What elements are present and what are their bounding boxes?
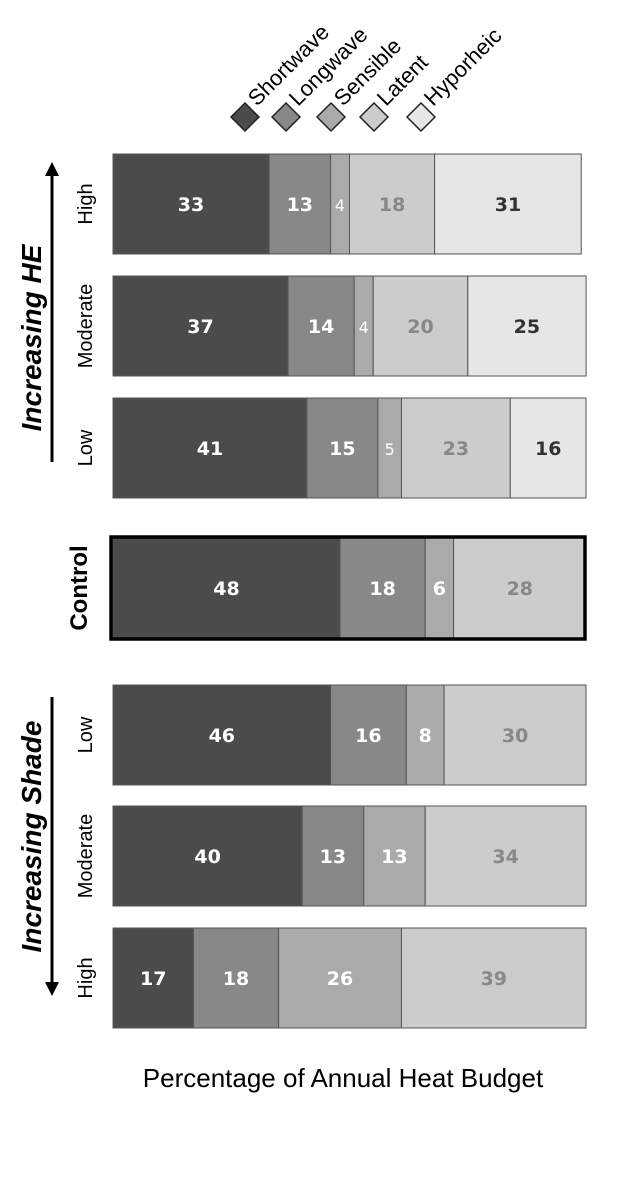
legend-swatch-shortwave: [229, 101, 261, 133]
data-label-sensible: 6: [433, 578, 446, 600]
bar-segment-longwave: [192, 927, 279, 1029]
data-label-latent: 34: [492, 846, 518, 868]
data-label-hyporheic: 25: [514, 316, 540, 338]
bar-segment-longwave: [287, 275, 355, 377]
data-label-shortwave: 48: [213, 578, 239, 600]
row-label-control: Control: [66, 545, 93, 630]
data-label-sensible: 4: [359, 318, 369, 337]
row-label-increasing-shade-high: High: [75, 957, 97, 998]
bar-row-control-control: 48 18 6 28: [109, 535, 587, 641]
row-label-increasing-he-high: High: [75, 183, 97, 224]
bar-row-increasing-shade-high: 17 18 26 39: [112, 927, 587, 1029]
group-label-increasing-shade: Increasing Shade: [16, 721, 47, 953]
bar-segment-latent: [372, 275, 469, 377]
group-label-increasing-he: Increasing HE: [16, 243, 47, 431]
bar-segment-shortwave: [112, 397, 308, 499]
bar-row-increasing-he-high: 33 13 4 18 31: [112, 153, 582, 255]
bar-segment-hyporheic: [434, 153, 582, 255]
data-label-latent: 23: [443, 438, 469, 460]
data-label-sensible: 4: [335, 196, 345, 215]
bar-segment-latent: [424, 805, 587, 907]
data-label-shortwave: 37: [187, 316, 213, 338]
data-label-shortwave: 33: [178, 194, 204, 216]
bar-segment-sensible: [363, 805, 426, 907]
bar-segment-shortwave: [112, 684, 332, 786]
bar-row-increasing-shade-low: 46 16 8 30: [112, 684, 587, 786]
bar-row-increasing-he-moderate: 37 14 4 20 25: [112, 275, 587, 377]
legend-swatch-latent: [358, 101, 390, 133]
bar-segment-longwave: [301, 805, 365, 907]
x-axis-label: Percentage of Annual Heat Budget: [143, 1063, 544, 1093]
row-labels: High Moderate Low Increasing HE Control Low Mo…: [16, 162, 97, 999]
bar-segment-latent: [401, 927, 587, 1029]
bar-segment-longwave: [339, 537, 426, 639]
group-arrow-increasing-he: [45, 162, 59, 462]
bar-segment-longwave: [330, 684, 407, 786]
bar-segment-latent: [401, 397, 511, 499]
data-label-shortwave: 40: [194, 846, 220, 868]
data-label-latent: 28: [507, 578, 533, 600]
bar-segment-latent: [453, 537, 587, 639]
data-label-longwave: 13: [320, 846, 346, 868]
row-label-increasing-shade-moderate: Moderate: [75, 814, 97, 899]
bar-segment-latent: [349, 153, 436, 255]
row-label-increasing-he-moderate: Moderate: [75, 284, 97, 369]
data-label-latent: 20: [407, 316, 433, 338]
data-label-shortwave: 46: [209, 725, 235, 747]
data-label-latent: 30: [502, 725, 528, 747]
bar-segment-sensible: [405, 684, 445, 786]
legend-swatch-hyporheic: [405, 101, 437, 133]
bars-area: 33 13 4 18 31 37 14 4 20 25 41 15 5 23 16 48 18 6 28 46 16 8 3…: [109, 153, 587, 1029]
bar-segment-shortwave: [112, 153, 270, 255]
data-label-hyporheic: 16: [535, 438, 561, 460]
data-label-shortwave: 41: [197, 438, 223, 460]
bar-segment-longwave: [268, 153, 332, 255]
data-label-hyporheic: 31: [495, 194, 521, 216]
bar-segment-shortwave: [112, 537, 341, 639]
data-label-longwave: 18: [369, 578, 395, 600]
data-label-longwave: 14: [308, 316, 334, 338]
data-label-longwave: 16: [355, 725, 381, 747]
data-label-sensible: 13: [381, 846, 407, 868]
row-label-increasing-he-low: Low: [75, 429, 97, 466]
data-label-sensible: 8: [419, 725, 432, 747]
row-label-increasing-shade-low: Low: [75, 716, 97, 753]
data-label-latent: 18: [379, 194, 405, 216]
bar-segment-shortwave: [112, 805, 303, 907]
bar-segment-shortwave: [112, 275, 289, 377]
data-label-shortwave: 17: [140, 968, 166, 990]
data-label-latent: 39: [481, 968, 507, 990]
bar-segment-sensible: [278, 927, 403, 1029]
bar-row-increasing-shade-moderate: 40 13 13 34: [112, 805, 587, 907]
data-label-longwave: 18: [223, 968, 249, 990]
data-label-sensible: 5: [385, 440, 395, 459]
legend-swatch-sensible: [315, 101, 347, 133]
group-arrow-increasing-shade: [45, 697, 59, 996]
bar-segment-latent: [443, 684, 587, 786]
bar-segment-hyporheic: [467, 275, 587, 377]
bar-row-increasing-he-low: 41 15 5 23 16: [112, 397, 587, 499]
control-outline: [109, 535, 587, 641]
bar-segment-hyporheic: [509, 397, 587, 499]
data-label-longwave: 13: [287, 194, 313, 216]
data-label-sensible: 26: [327, 968, 353, 990]
data-label-longwave: 15: [329, 438, 355, 460]
legend-swatch-longwave: [270, 101, 302, 133]
